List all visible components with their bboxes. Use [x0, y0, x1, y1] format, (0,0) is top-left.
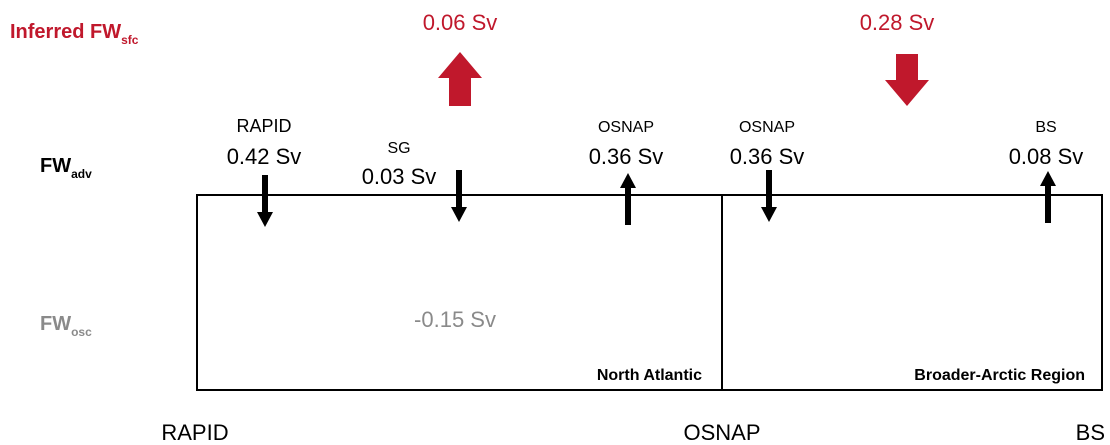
label-main: FW	[40, 313, 71, 335]
section-value: 0.08 Sv	[1009, 144, 1084, 169]
section-name: OSNAP	[598, 119, 654, 136]
section-name: BS	[1035, 119, 1056, 136]
section-value: 0.36 Sv	[589, 144, 664, 169]
up-arrow	[438, 52, 482, 106]
label-main: FW	[40, 155, 71, 177]
oscillation-value: -0.15 Sv	[414, 307, 496, 332]
advective-label: FWadv	[40, 155, 92, 181]
label-sub: sfc	[121, 33, 139, 47]
region-label: Broader-Arctic Region	[914, 367, 1085, 384]
section-value: 0.42 Sv	[227, 144, 302, 169]
section-name: SG	[387, 140, 410, 157]
down-arrow	[451, 170, 467, 222]
surface-flux: 0.06 Sv	[423, 10, 498, 35]
down-arrow	[761, 170, 777, 222]
section-value: 0.03 Sv	[362, 164, 437, 189]
down-arrow	[885, 54, 929, 106]
label-main: Inferred FW	[10, 21, 121, 43]
axis-label: RAPID	[161, 420, 228, 445]
section-name: RAPID	[236, 116, 291, 136]
section-name: OSNAP	[739, 119, 795, 136]
down-arrow	[257, 175, 273, 227]
oscillation-label: FWosc	[40, 313, 92, 339]
region-box	[196, 194, 1103, 391]
up-arrow	[620, 173, 636, 225]
label-sub: osc	[71, 325, 92, 339]
surface-flux: 0.28 Sv	[860, 10, 935, 35]
region-label: North Atlantic	[597, 367, 702, 384]
up-arrow	[1040, 171, 1056, 223]
surface-label: Inferred FWsfc	[10, 21, 139, 47]
label-sub: adv	[71, 167, 92, 181]
axis-label: OSNAP	[683, 420, 760, 445]
axis-label: BS	[1076, 420, 1105, 445]
section-value: 0.36 Sv	[730, 144, 805, 169]
